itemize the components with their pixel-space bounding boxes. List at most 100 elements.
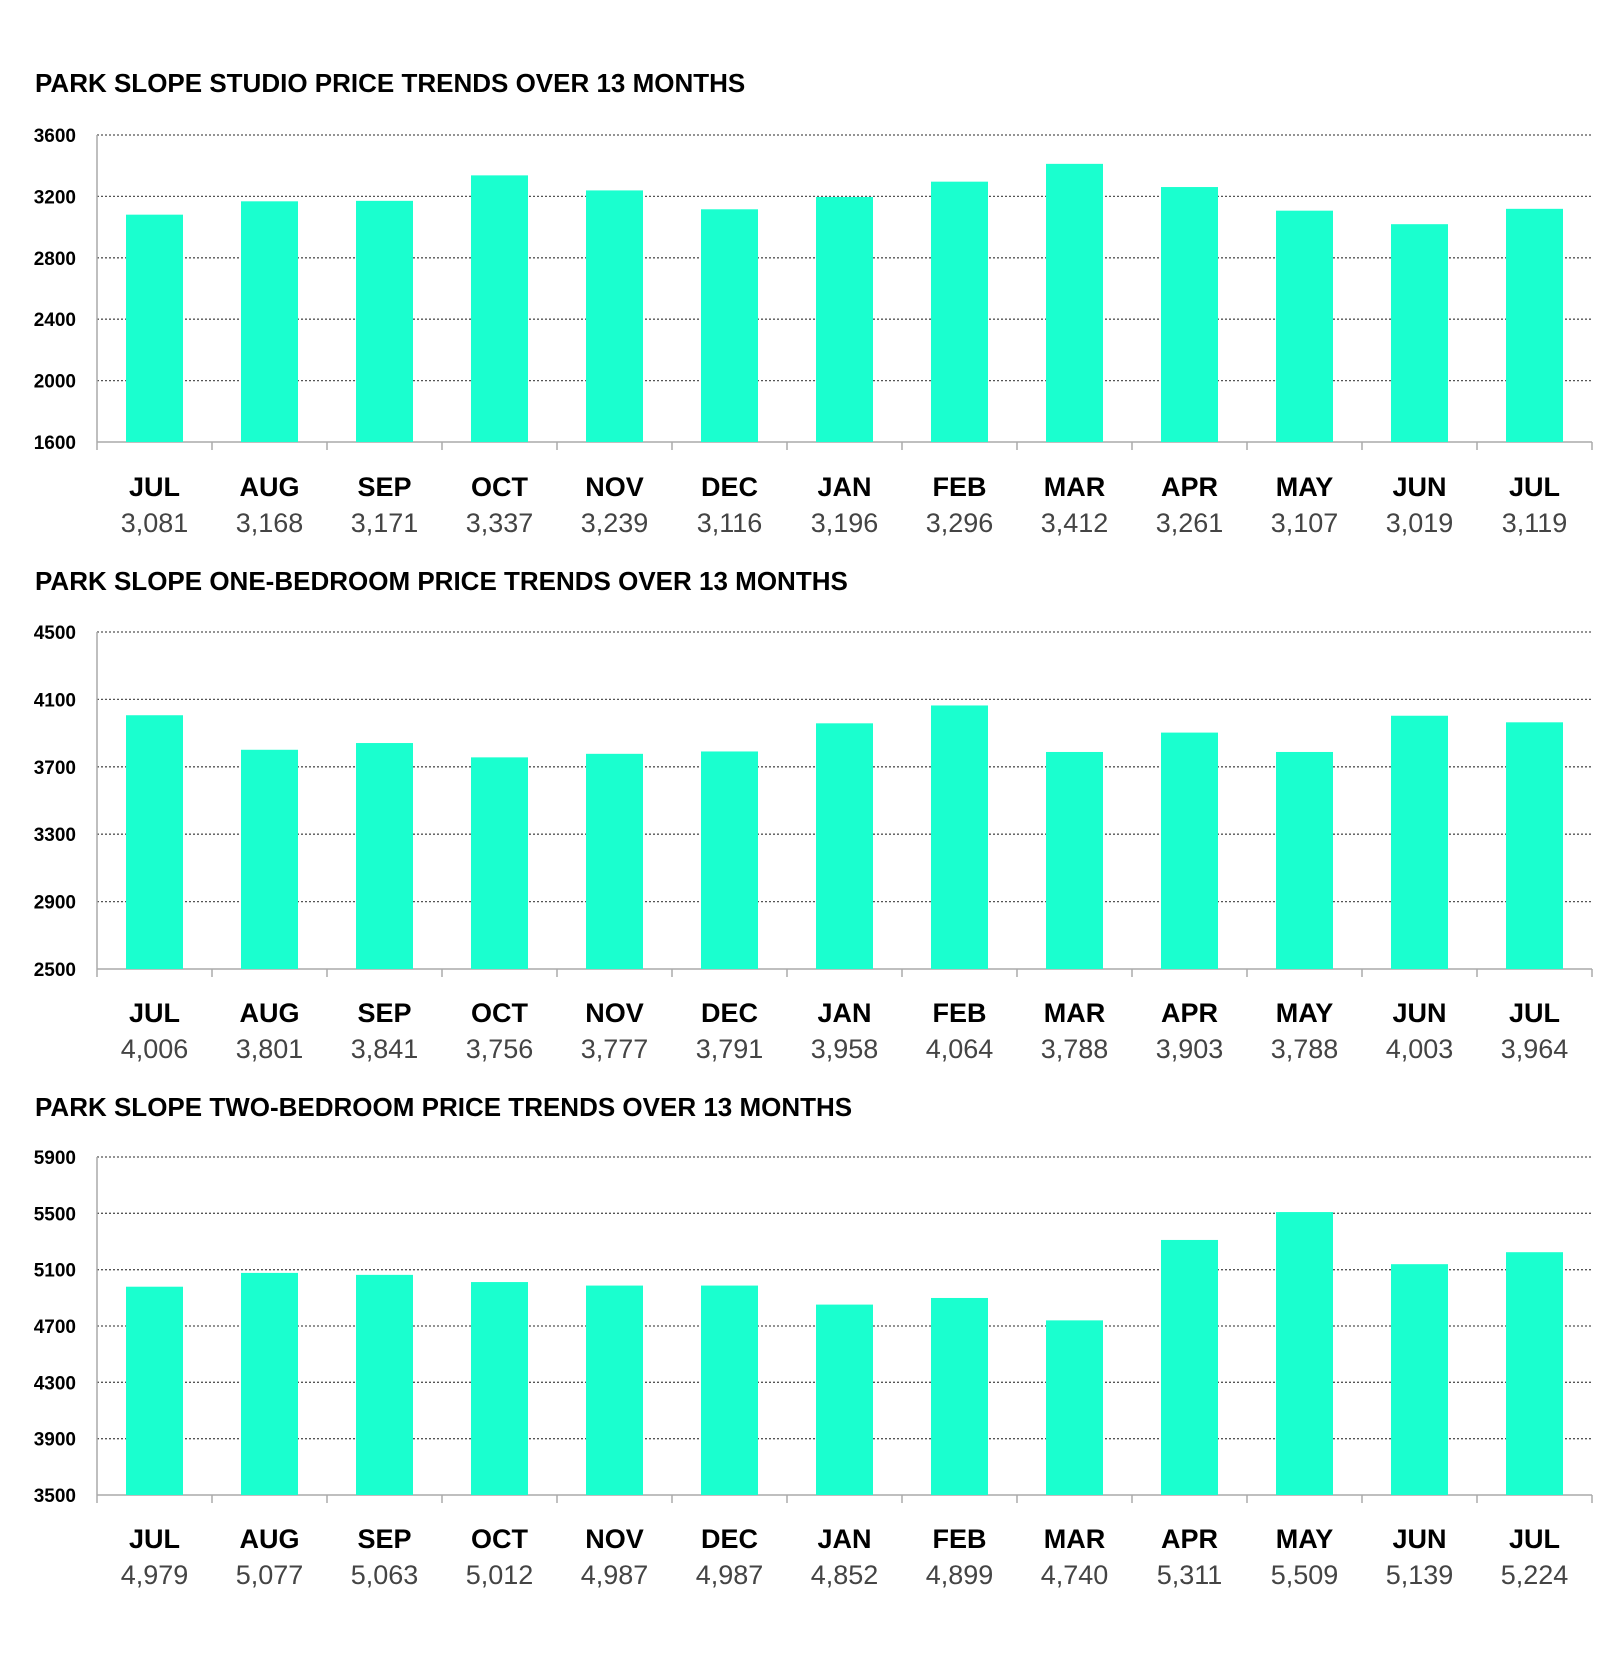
bar: [471, 1282, 528, 1495]
y-tick-label: 2000: [34, 372, 76, 393]
bar: [126, 715, 183, 969]
data-label: 3,801: [236, 1034, 304, 1064]
bar: [1391, 715, 1448, 969]
bar: [1161, 187, 1218, 442]
x-tick-label: SEP: [357, 472, 411, 502]
x-tick-label: AUG: [240, 472, 300, 502]
x-tick-label: MAR: [1044, 998, 1106, 1028]
bar: [1391, 1264, 1448, 1495]
x-tick-label: JUN: [1392, 1524, 1446, 1554]
data-label: 4,003: [1386, 1034, 1454, 1064]
x-tick-label: NOV: [585, 472, 644, 502]
bar: [1391, 224, 1448, 442]
x-tick-label: FEB: [933, 472, 987, 502]
x-tick-label: JAN: [817, 1524, 871, 1554]
data-label: 5,077: [236, 1560, 304, 1590]
data-label: 3,261: [1156, 508, 1224, 538]
y-tick-label: 2800: [34, 249, 76, 270]
x-tick-label: MAY: [1276, 1524, 1334, 1554]
y-tick-label: 3300: [34, 825, 76, 846]
data-label: 4,006: [121, 1034, 189, 1064]
data-label: 3,903: [1156, 1034, 1224, 1064]
bar: [931, 1297, 988, 1495]
bar: [1046, 1320, 1103, 1495]
y-tick-label: 3500: [34, 1486, 76, 1507]
bar: [586, 1285, 643, 1495]
chart-1: PARK SLOPE ONE-BEDROOM PRICE TRENDS OVER…: [34, 566, 1593, 1064]
x-tick-label: JUL: [129, 1524, 180, 1554]
data-label: 3,788: [1271, 1034, 1339, 1064]
data-label: 5,509: [1271, 1560, 1339, 1590]
x-tick-label: APR: [1161, 1524, 1218, 1554]
x-tick-label: DEC: [701, 998, 758, 1028]
x-tick-label: FEB: [933, 1524, 987, 1554]
data-label: 5,139: [1386, 1560, 1454, 1590]
bar: [586, 753, 643, 969]
data-label: 3,777: [581, 1034, 649, 1064]
chart-title: PARK SLOPE ONE-BEDROOM PRICE TRENDS OVER…: [35, 566, 848, 596]
x-tick-label: JUN: [1392, 998, 1446, 1028]
data-label: 5,063: [351, 1560, 419, 1590]
bar: [701, 751, 758, 969]
x-tick-label: AUG: [240, 998, 300, 1028]
bar: [816, 1304, 873, 1495]
bar: [241, 749, 298, 969]
y-tick-label: 3900: [34, 1430, 76, 1451]
data-label: 3,296: [926, 508, 994, 538]
y-tick-label: 5900: [34, 1148, 76, 1169]
data-label: 4,852: [811, 1560, 879, 1590]
data-label: 3,119: [1502, 508, 1568, 538]
x-tick-label: OCT: [471, 998, 529, 1028]
data-label: 3,019: [1386, 508, 1454, 538]
bar: [816, 197, 873, 442]
bar: [356, 200, 413, 442]
chart-2: PARK SLOPE TWO-BEDROOM PRICE TRENDS OVER…: [34, 1092, 1593, 1590]
y-tick-label: 3600: [34, 126, 76, 147]
x-tick-label: NOV: [585, 998, 644, 1028]
bar: [471, 757, 528, 969]
data-label: 5,012: [466, 1560, 534, 1590]
x-tick-label: DEC: [701, 1524, 758, 1554]
data-label: 3,412: [1041, 508, 1109, 538]
y-tick-label: 3700: [34, 758, 76, 779]
data-label: 4,987: [696, 1560, 764, 1590]
data-label: 3,168: [236, 508, 304, 538]
bar: [356, 743, 413, 969]
x-tick-label: OCT: [471, 472, 529, 502]
x-tick-label: JUL: [1509, 998, 1560, 1028]
data-label: 3,337: [466, 508, 534, 538]
x-tick-label: SEP: [357, 1524, 411, 1554]
bar: [1506, 1252, 1563, 1495]
bar: [1046, 163, 1103, 442]
bar: [931, 181, 988, 442]
data-label: 5,224: [1501, 1560, 1569, 1590]
x-tick-label: JUN: [1392, 472, 1446, 502]
bar: [241, 1272, 298, 1495]
y-tick-label: 4100: [34, 690, 76, 711]
data-label: 3,756: [466, 1034, 534, 1064]
data-label: 3,116: [697, 508, 763, 538]
x-tick-label: JAN: [817, 472, 871, 502]
chart-title: PARK SLOPE STUDIO PRICE TRENDS OVER 13 M…: [35, 68, 745, 98]
x-tick-label: JAN: [817, 998, 871, 1028]
bar: [931, 705, 988, 969]
data-label: 4,987: [581, 1560, 649, 1590]
bar: [1161, 732, 1218, 969]
bar: [241, 201, 298, 442]
data-label: 4,740: [1041, 1560, 1109, 1590]
y-tick-label: 4500: [34, 623, 76, 644]
bar: [1276, 751, 1333, 969]
bar: [1046, 751, 1103, 969]
bar: [126, 1286, 183, 1495]
bar: [586, 190, 643, 442]
data-label: 3,788: [1041, 1034, 1109, 1064]
x-tick-label: APR: [1161, 472, 1218, 502]
x-tick-label: DEC: [701, 472, 758, 502]
bar: [1506, 208, 1563, 442]
bar: [1276, 210, 1333, 442]
y-tick-label: 2500: [34, 960, 76, 981]
data-label: 3,791: [696, 1034, 764, 1064]
x-tick-label: MAR: [1044, 1524, 1106, 1554]
x-tick-label: JUL: [1509, 1524, 1560, 1554]
x-tick-label: MAY: [1276, 472, 1334, 502]
